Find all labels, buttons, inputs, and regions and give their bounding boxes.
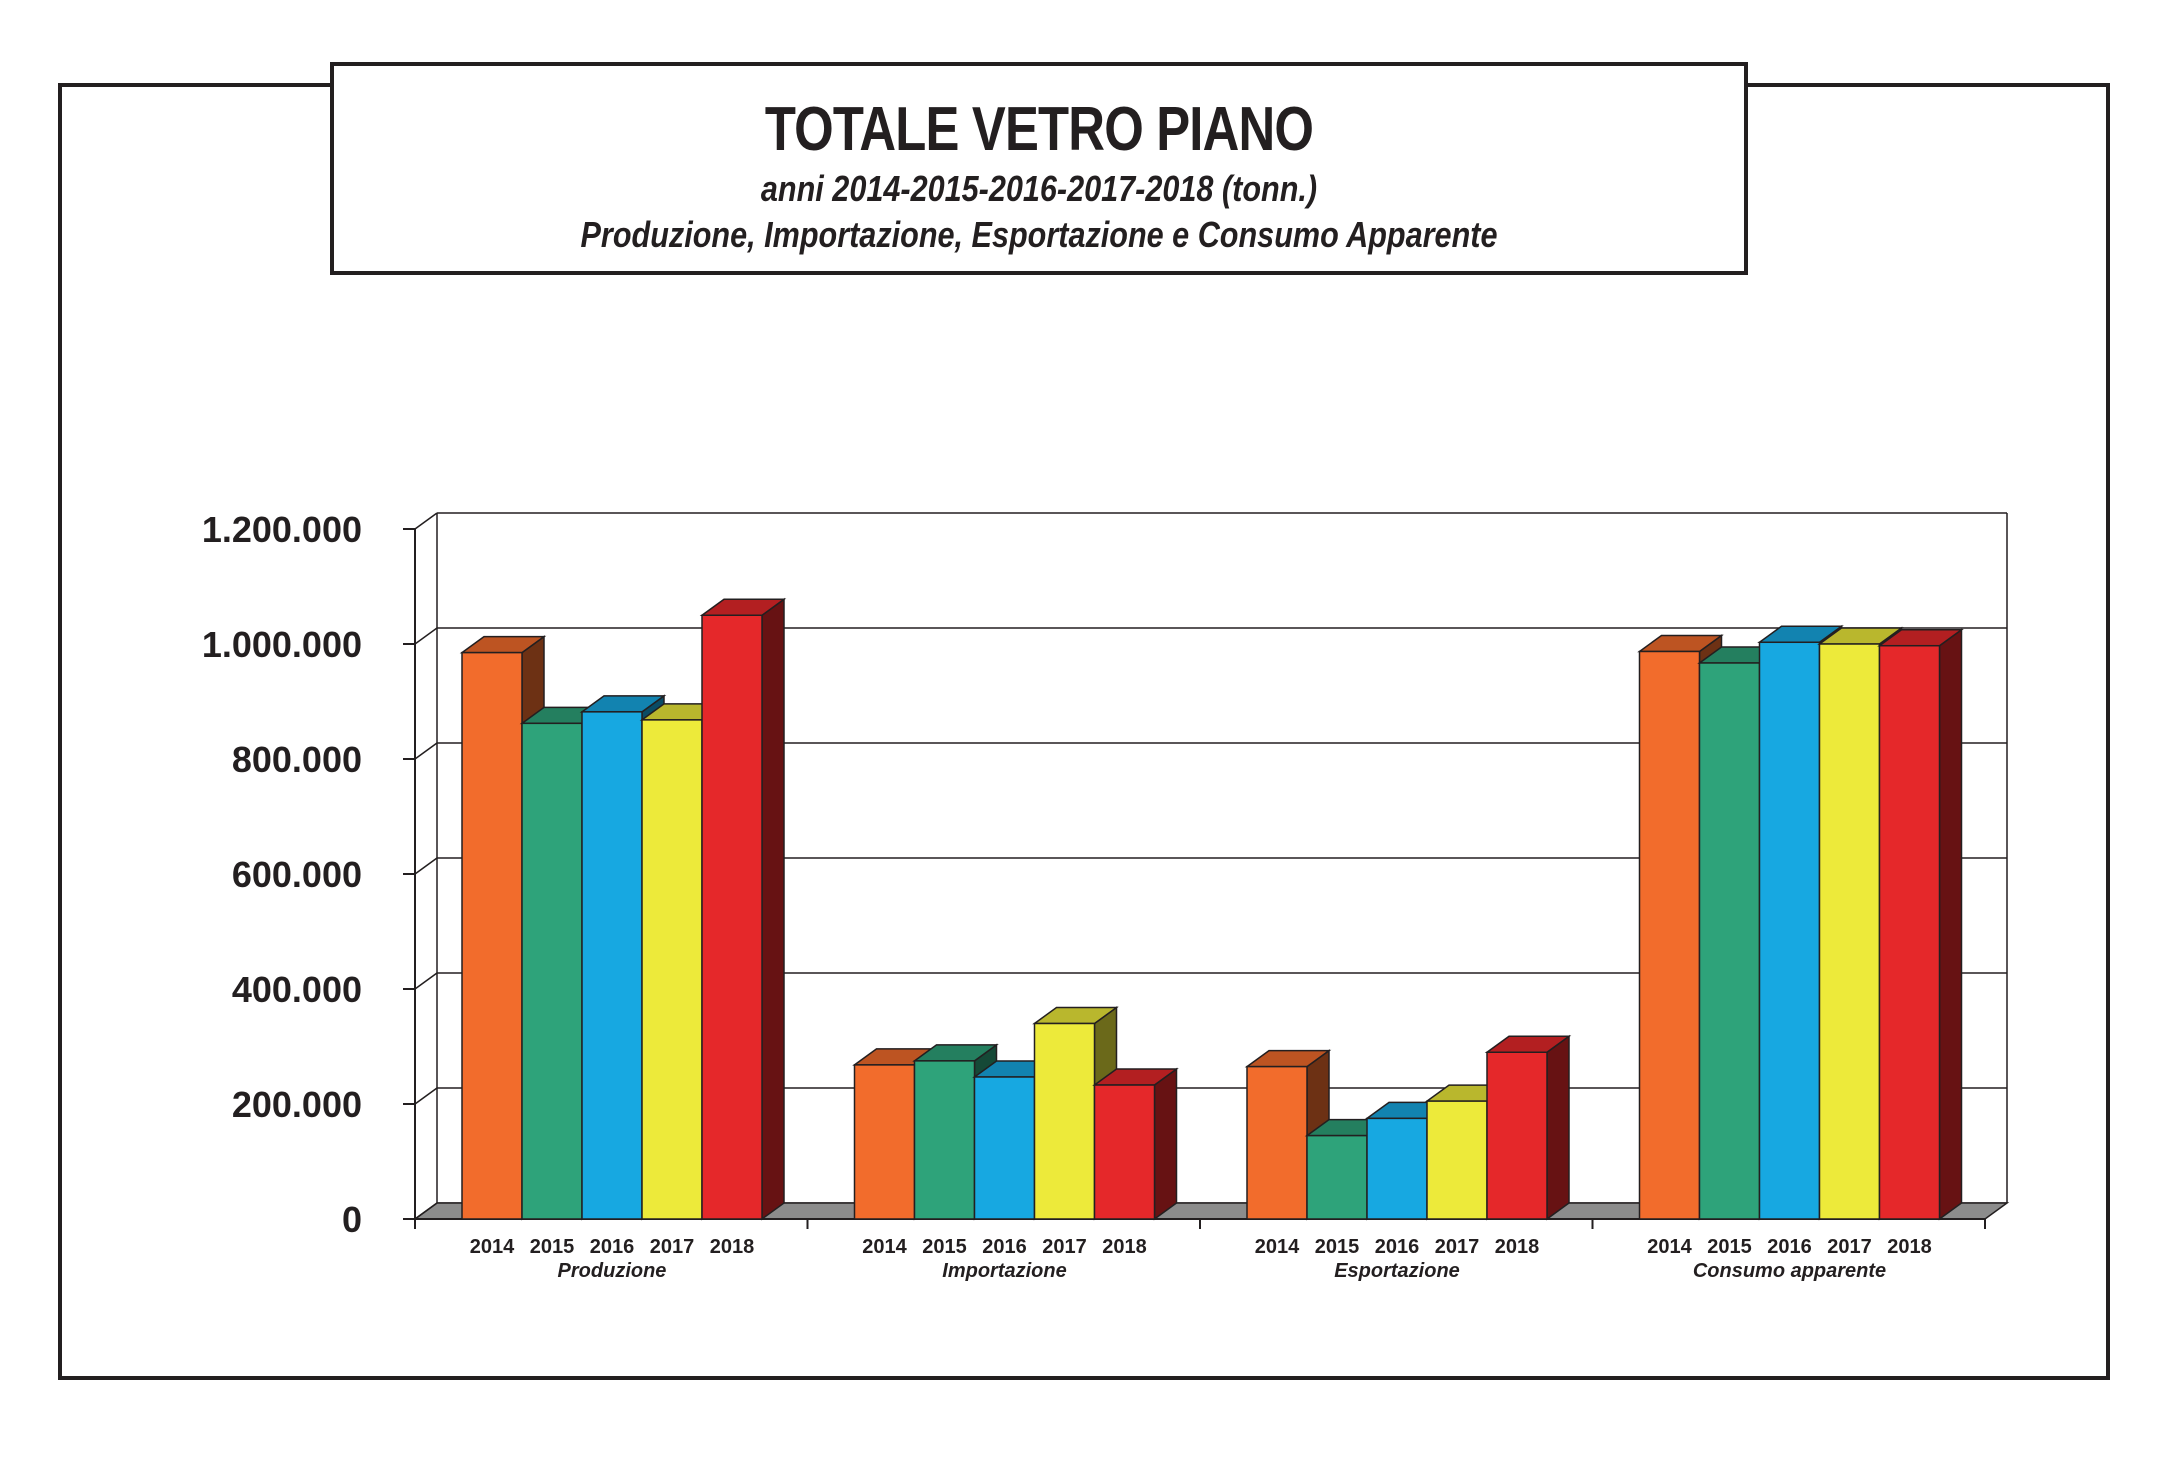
x-tick-label-year: 2016: [1767, 1236, 1812, 1258]
x-tick-label-year: 2017: [1042, 1236, 1087, 1258]
chart-subtitle-years: anni 2014-2015-2016-2017-2018 (tonn.): [760, 168, 1318, 209]
bar-side: [1546, 1034, 1570, 1221]
bar-consumo-apparente-2018: [1877, 628, 1964, 1221]
bar-esportazione-2018: [1484, 1034, 1572, 1221]
y-tick-depth: [414, 742, 438, 760]
y-tick-depth: [414, 972, 438, 990]
bar-front: [1818, 643, 1881, 1220]
x-tick-label-year: 2017: [650, 1236, 695, 1258]
bar-front: [913, 1060, 976, 1220]
y-tick-label: 1.000.000: [202, 624, 362, 665]
bar-front: [641, 719, 703, 1220]
bar-front: [973, 1076, 1036, 1220]
bar-front: [1093, 1084, 1156, 1220]
bar-front: [1366, 1117, 1428, 1220]
y-tick-depth: [414, 1202, 438, 1220]
bar-front: [1306, 1134, 1368, 1220]
y-tick-label: 600.000: [232, 854, 362, 895]
x-tick-label-year: 2015: [530, 1236, 575, 1258]
bar-front: [853, 1064, 916, 1220]
bar-front: [461, 651, 523, 1220]
bar-front: [1486, 1051, 1548, 1220]
x-tick-label-year: 2018: [1102, 1236, 1147, 1258]
x-tick-label-year: 2016: [982, 1236, 1027, 1258]
bar-front: [1878, 644, 1941, 1220]
x-group-label: Esportazione: [1334, 1260, 1460, 1282]
x-group-label: Importazione: [942, 1260, 1066, 1282]
x-tick-label-year: 2016: [590, 1236, 635, 1258]
x-tick-label-year: 2018: [710, 1236, 755, 1258]
x-tick-label-year: 2018: [1887, 1236, 1932, 1258]
title-box: TOTALE VETRO PIANO anni 2014-2015-2016-2…: [330, 62, 1748, 275]
bar-front: [581, 711, 643, 1220]
bar-produzione-2018: [699, 597, 787, 1221]
x-tick-label-year: 2014: [1255, 1236, 1300, 1258]
bar-front: [1426, 1100, 1488, 1220]
y-tick-label: 0: [342, 1199, 362, 1240]
x-tick-label-year: 2017: [1435, 1236, 1480, 1258]
x-tick-label-year: 2015: [922, 1236, 967, 1258]
x-tick-label-year: 2015: [1315, 1236, 1360, 1258]
bar-front: [1246, 1065, 1308, 1220]
x-tick-label-year: 2016: [1375, 1236, 1420, 1258]
x-tick-label-year: 2014: [862, 1236, 907, 1258]
bar-front: [1698, 662, 1761, 1220]
x-group-label: Produzione: [558, 1260, 667, 1282]
x-tick-label-year: 2014: [1647, 1236, 1692, 1258]
x-group-label: Consumo apparente: [1693, 1260, 1886, 1282]
bar-front: [1758, 641, 1821, 1220]
y-tick-label: 1.200.000: [202, 509, 362, 550]
y-tick-label: 200.000: [232, 1084, 362, 1125]
x-tick-label-year: 2018: [1495, 1236, 1540, 1258]
bar-side: [1938, 628, 1963, 1221]
bar-side: [1153, 1067, 1178, 1221]
y-tick-depth: [414, 1087, 438, 1105]
bar-front: [1638, 650, 1701, 1220]
x-tick-label-year: 2014: [470, 1236, 515, 1258]
y-tick-label: 400.000: [232, 969, 362, 1010]
x-axis-labels: 2014 2015 2016 2017 2018 Produzione 2014 2015 20…: [470, 1236, 1932, 1282]
y-tick-depth: [414, 512, 438, 530]
bar-side: [761, 597, 785, 1221]
bar-front: [1033, 1022, 1096, 1220]
bar-front: [701, 614, 763, 1220]
y-tick-depth: [414, 627, 438, 645]
x-tick-label-year: 2017: [1827, 1236, 1872, 1258]
bar-front: [521, 722, 583, 1220]
bar-importazione-2018: [1092, 1067, 1179, 1221]
x-tick-label-year: 2015: [1707, 1236, 1752, 1258]
y-tick-label: 800.000: [232, 739, 362, 780]
chart-title: TOTALE VETRO PIANO: [764, 95, 1314, 164]
chart-subtitle-categories: Produzione, Importazione, Esportazione e…: [580, 214, 1498, 255]
y-tick-depth: [414, 857, 438, 875]
bars: [459, 597, 1964, 1221]
